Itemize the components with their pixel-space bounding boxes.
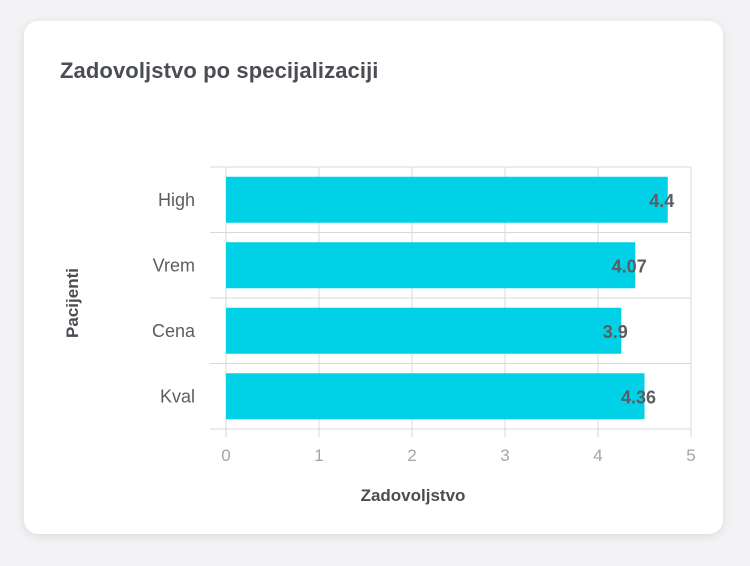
x-tick-label: 3	[500, 446, 509, 465]
y-tick-label: High	[158, 190, 195, 210]
bar-vrem	[226, 242, 636, 289]
bar-kval	[226, 373, 645, 420]
y-tick-label: Cena	[152, 321, 196, 341]
data-label: 4.07	[612, 256, 647, 276]
bar-cena	[226, 307, 622, 354]
y-axis-label: Pacijenti	[63, 268, 82, 338]
x-tick-label: 4	[593, 446, 602, 465]
x-tick-label: 2	[407, 446, 416, 465]
x-tick-label: 5	[686, 446, 695, 465]
bars	[226, 176, 668, 420]
x-axis-label: Zadovoljstvo	[361, 486, 466, 505]
data-label: 3.9	[603, 322, 628, 342]
x-tick-label: 1	[314, 446, 323, 465]
x-tick-label: 0	[221, 446, 230, 465]
bar-chart: 4.4 4.07 3.9 4.36 High Vrem Cena Kval 0 1 2 3 4 5 Z…	[63, 166, 696, 505]
data-labels: 4.4 4.07 3.9 4.36	[603, 191, 675, 408]
y-tick-label: Vrem	[153, 255, 195, 275]
chart-title: Zadovoljstvo po specijalizaciji	[60, 58, 379, 83]
y-tick-label: Kval	[160, 386, 195, 406]
data-label: 4.4	[649, 191, 674, 211]
bar-high	[226, 176, 668, 223]
x-tick-labels: 0 1 2 3 4 5	[221, 446, 695, 465]
data-label: 4.36	[621, 387, 656, 407]
chart-card: Zadovoljstvo po specijalizaciji 4.4 4.07 3…	[24, 21, 723, 534]
y-tick-labels: High Vrem Cena Kval	[152, 190, 196, 407]
